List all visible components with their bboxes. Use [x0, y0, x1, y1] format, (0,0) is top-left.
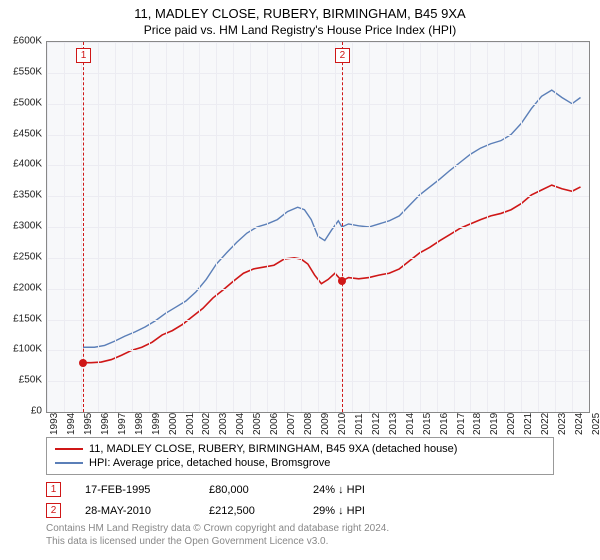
x-tick-label: 2021	[523, 413, 534, 435]
x-tick-label: 2002	[201, 413, 212, 435]
chart-title-address: 11, MADLEY CLOSE, RUBERY, BIRMINGHAM, B4…	[0, 0, 600, 21]
annotation-price: £80,000	[209, 484, 289, 496]
x-tick-label: 2018	[472, 413, 483, 435]
plot-region: 12	[46, 41, 590, 413]
y-tick-label: £450K	[13, 128, 42, 139]
x-tick-label: 1993	[49, 413, 60, 435]
x-tick-label: 2000	[168, 413, 179, 435]
chart-area: 12 1993199419951996199719981999200020012…	[46, 41, 590, 431]
annotation-number-box: 1	[46, 482, 61, 497]
annotation-price: £212,500	[209, 505, 289, 517]
legend-row: HPI: Average price, detached house, Brom…	[55, 456, 545, 470]
y-tick-label: £550K	[13, 66, 42, 77]
x-tick-label: 2012	[371, 413, 382, 435]
annotation-number-box: 2	[46, 503, 61, 518]
x-tick-label: 2005	[252, 413, 263, 435]
y-tick-label: £400K	[13, 159, 42, 170]
x-tick-label: 2001	[185, 413, 196, 435]
x-axis-labels: 1993 1994 1995 1996 1997 1998 1999 2000 2001 2002…	[46, 413, 590, 435]
x-tick-label: 2020	[506, 413, 517, 435]
y-tick-label: £150K	[13, 313, 42, 324]
annotation-row: 1 17-FEB-1995 £80,000 24% ↓ HPI	[46, 479, 554, 500]
x-tick-label: 1995	[83, 413, 94, 435]
annotation-date: 28-MAY-2010	[85, 505, 185, 517]
annotation-row: 2 28-MAY-2010 £212,500 29% ↓ HPI	[46, 500, 554, 521]
annotation-diff: 24% ↓ HPI	[313, 484, 365, 496]
annotation-table: 1 17-FEB-1995 £80,000 24% ↓ HPI 2 28-MAY-2010…	[46, 479, 554, 521]
x-tick-label: 2016	[439, 413, 450, 435]
x-tick-label: 2009	[320, 413, 331, 435]
legend-swatch	[55, 448, 83, 450]
marker-box-2: 2	[335, 48, 350, 63]
marker-box-1: 1	[76, 48, 91, 63]
x-tick-label: 2024	[574, 413, 585, 435]
x-tick-label: 2023	[557, 413, 568, 435]
legend-label: HPI: Average price, detached house, Brom…	[89, 457, 330, 469]
x-tick-label: 2010	[337, 413, 348, 435]
x-tick-label: 1994	[66, 413, 77, 435]
y-tick-label: £0	[31, 406, 42, 417]
series-hpi	[83, 90, 580, 347]
y-tick-label: £500K	[13, 97, 42, 108]
x-tick-label: 2007	[286, 413, 297, 435]
annotation-diff: 29% ↓ HPI	[313, 505, 365, 517]
series-price_paid	[83, 185, 580, 363]
y-tick-label: £250K	[13, 251, 42, 262]
x-tick-label: 2004	[235, 413, 246, 435]
y-tick-label: £50K	[19, 375, 42, 386]
x-tick-label: 2008	[303, 413, 314, 435]
footer-line-1: Contains HM Land Registry data © Crown c…	[46, 523, 554, 536]
footer-line-2: This data is licensed under the Open Gov…	[46, 536, 554, 549]
annotation-date: 17-FEB-1995	[85, 484, 185, 496]
legend-row: 11, MADLEY CLOSE, RUBERY, BIRMINGHAM, B4…	[55, 442, 545, 456]
x-tick-label: 2003	[218, 413, 229, 435]
x-tick-label: 2013	[388, 413, 399, 435]
y-tick-label: £600K	[13, 36, 42, 47]
y-tick-label: £350K	[13, 190, 42, 201]
x-tick-label: 1998	[134, 413, 145, 435]
y-tick-label: £100K	[13, 344, 42, 355]
legend-swatch	[55, 462, 83, 464]
x-tick-label: 2006	[269, 413, 280, 435]
marker-dot	[338, 277, 346, 285]
x-tick-label: 2019	[489, 413, 500, 435]
x-tick-label: 2011	[354, 413, 365, 435]
x-tick-label: 2022	[540, 413, 551, 435]
footer-note: Contains HM Land Registry data © Crown c…	[46, 523, 554, 548]
x-tick-label: 2014	[405, 413, 416, 435]
marker-dot	[79, 359, 87, 367]
x-tick-label: 2017	[456, 413, 467, 435]
x-tick-label: 2025	[591, 413, 600, 435]
y-tick-label: £300K	[13, 221, 42, 232]
chart-subtitle: Price paid vs. HM Land Registry's House …	[0, 21, 600, 41]
x-tick-label: 1997	[117, 413, 128, 435]
y-tick-label: £200K	[13, 282, 42, 293]
legend-label: 11, MADLEY CLOSE, RUBERY, BIRMINGHAM, B4…	[89, 443, 457, 455]
x-tick-label: 1996	[100, 413, 111, 435]
x-tick-label: 2015	[422, 413, 433, 435]
x-tick-label: 1999	[151, 413, 162, 435]
legend-box: 11, MADLEY CLOSE, RUBERY, BIRMINGHAM, B4…	[46, 437, 554, 475]
